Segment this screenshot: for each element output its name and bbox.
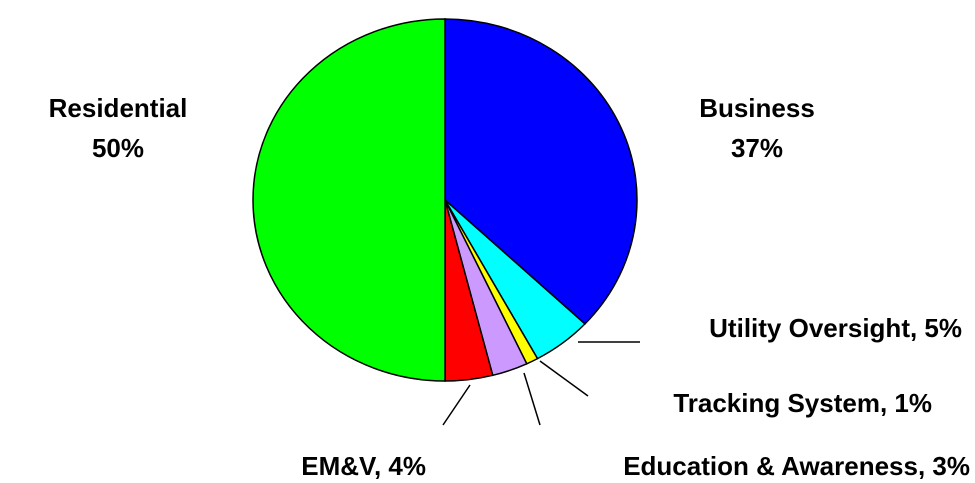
value-label: 50% — [92, 133, 144, 163]
slice-label: Business — [699, 93, 815, 123]
slice-label: Tracking System, 1% — [673, 388, 932, 418]
slice-label: Education & Awareness, 3% — [623, 451, 970, 481]
leader-line — [442, 384, 471, 426]
slice-label: Residential — [49, 93, 188, 123]
slice-label: EM&V, 4% — [301, 451, 426, 481]
slice-label: Utility Oversight, 5% — [709, 313, 962, 343]
value-label: 37% — [731, 133, 783, 163]
leader-line — [539, 360, 589, 397]
leader-line — [523, 372, 541, 426]
pie-slice — [444, 18, 638, 325]
pie-slice — [252, 18, 446, 382]
